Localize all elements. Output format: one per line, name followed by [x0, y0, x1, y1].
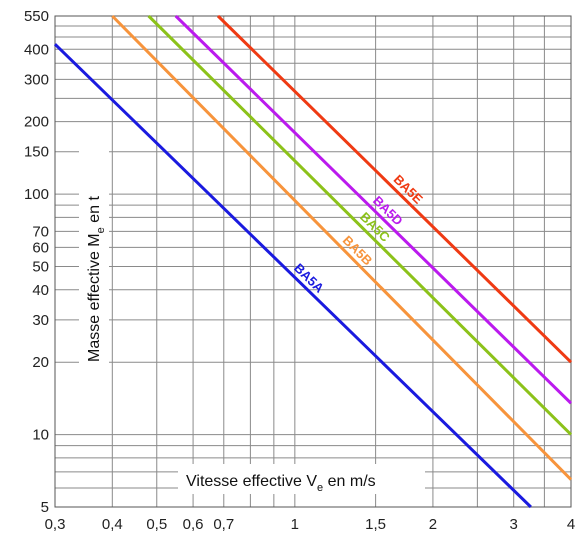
x-tick-label: 0,5: [146, 516, 167, 533]
grid: [54, 15, 572, 508]
x-tick-label: 0,4: [102, 516, 123, 533]
y-tick-label: 30: [32, 312, 49, 329]
x-tick-label: 4: [567, 516, 575, 533]
series-line: [174, 14, 573, 405]
series-line: [147, 14, 573, 436]
x-tick-label: 0,6: [183, 516, 204, 533]
y-tick-label: 5: [41, 499, 49, 516]
x-tick-label: 3: [510, 516, 518, 533]
y-tick-label: 10: [32, 427, 49, 444]
y-tick-label: 550: [24, 8, 49, 25]
series-lines: [53, 14, 573, 509]
y-axis-title-box: [79, 150, 109, 368]
y-tick-label: 200: [24, 114, 49, 131]
x-tick-label: 0,3: [45, 516, 66, 533]
y-tick-label: 40: [32, 282, 49, 299]
x-axis-title-box: [178, 464, 425, 494]
y-tick-label: 60: [32, 239, 49, 256]
series-line: [216, 14, 573, 364]
series-line: [111, 14, 573, 481]
y-tick-label: 20: [32, 354, 49, 371]
x-axis-title: Vitesse effective Ve en m/s: [186, 473, 376, 494]
y-tick-label: 100: [24, 186, 49, 203]
y-tick-label: 400: [24, 41, 49, 58]
y-axis-title: Masse effective Me en t: [86, 196, 107, 362]
x-tick-label: 0,7: [213, 516, 234, 533]
x-tick-label: 1,5: [365, 516, 386, 533]
y-tick-label: 70: [32, 223, 49, 240]
x-tick-label: 2: [429, 516, 437, 533]
series-line: [53, 43, 532, 509]
y-tick-label: 150: [24, 144, 49, 161]
x-tick-label: 1: [291, 516, 299, 533]
y-tick-label: 300: [24, 71, 49, 88]
y-tick-label: 50: [32, 258, 49, 275]
plot-frame: [54, 15, 572, 508]
